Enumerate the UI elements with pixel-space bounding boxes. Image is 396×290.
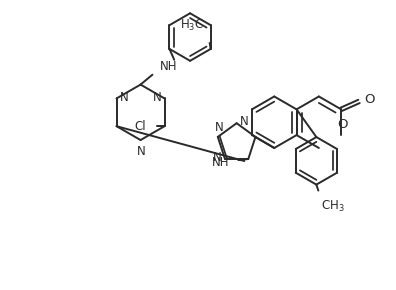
Text: O: O: [364, 93, 375, 106]
Text: N: N: [240, 115, 248, 128]
Text: N: N: [120, 91, 128, 104]
Text: N: N: [137, 145, 146, 158]
Text: NH: NH: [212, 155, 229, 168]
Text: N: N: [214, 121, 223, 134]
Text: CH$_3$: CH$_3$: [321, 198, 345, 213]
Text: N: N: [153, 91, 162, 104]
Text: Cl: Cl: [134, 120, 146, 133]
Text: O: O: [337, 118, 347, 131]
Text: NH: NH: [160, 60, 178, 73]
Text: H$_3$C: H$_3$C: [180, 18, 204, 33]
Text: N: N: [213, 151, 222, 164]
